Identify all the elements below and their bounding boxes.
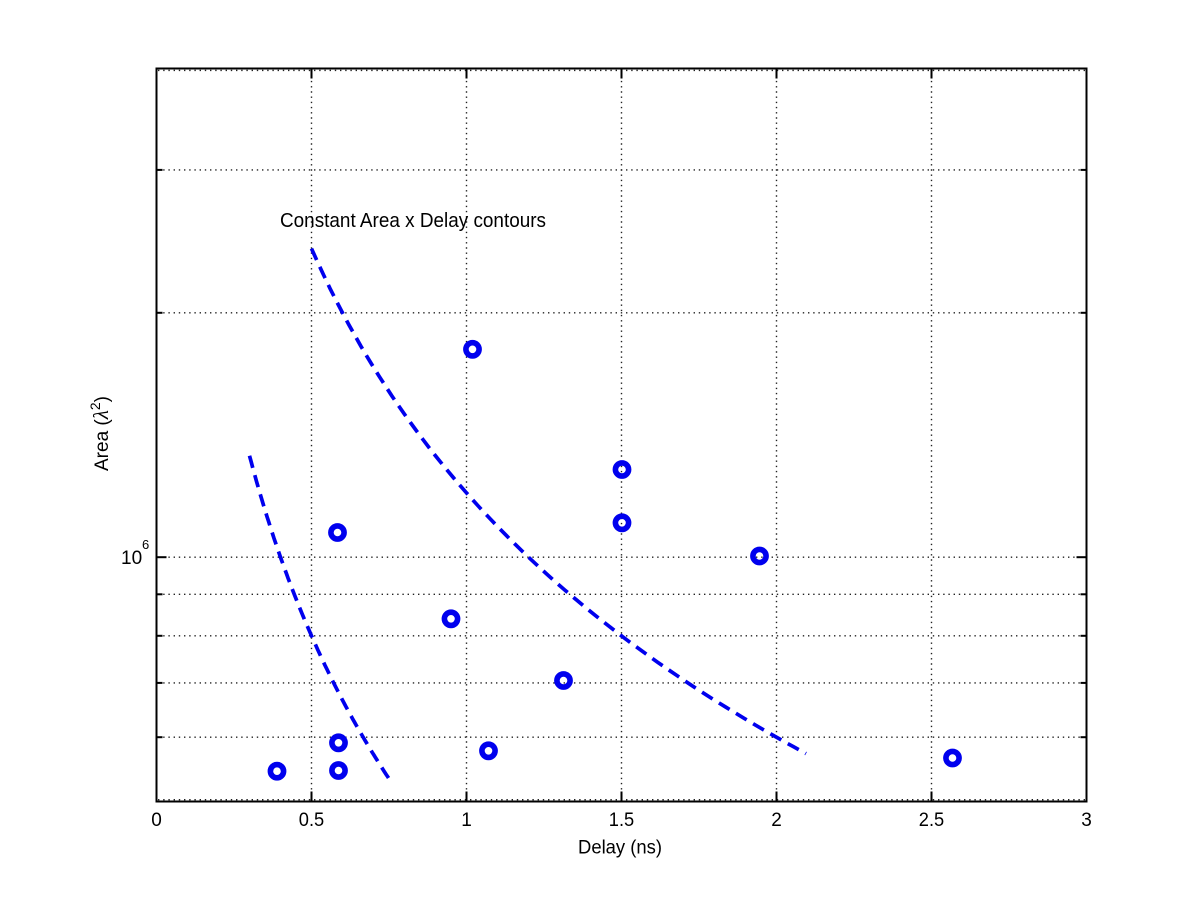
- svg-text:1: 1: [461, 810, 472, 831]
- svg-text:Delay (ns): Delay (ns): [578, 838, 662, 859]
- svg-text:6: 6: [142, 537, 149, 552]
- svg-text:0: 0: [151, 810, 162, 831]
- svg-text:0.5: 0.5: [299, 810, 324, 831]
- svg-text:2: 2: [771, 810, 782, 831]
- svg-text:3: 3: [1081, 810, 1092, 831]
- svg-text:1.5: 1.5: [609, 810, 634, 831]
- svg-text:Constant Area x Delay contours: Constant Area x Delay contours: [280, 210, 546, 232]
- svg-text:10: 10: [121, 548, 142, 569]
- svg-text:2.5: 2.5: [919, 810, 944, 831]
